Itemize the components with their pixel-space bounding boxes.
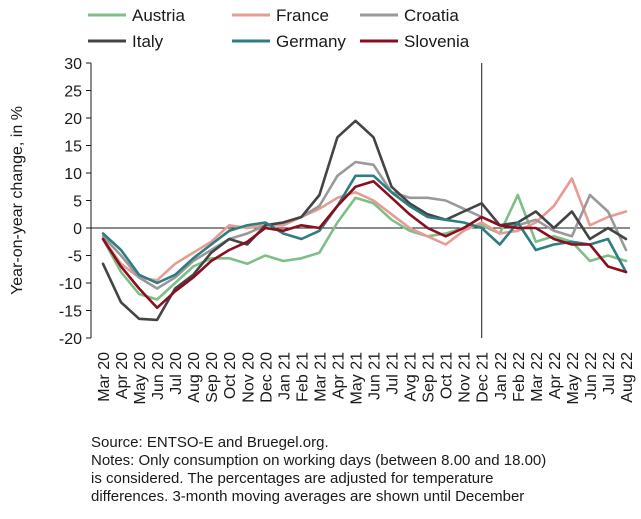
y-tick-label: -15 — [59, 304, 82, 321]
legend-label: Germany — [276, 32, 346, 51]
legend-item-slovenia: Slovenia — [360, 32, 470, 51]
series-line-croatia — [101, 160, 628, 290]
line-chart: Austria France Croatia Italy Germany Slovenia… — [9, 6, 636, 404]
x-tick-label: Feb 22 — [511, 352, 528, 402]
x-tick-label: Mar 22 — [529, 352, 546, 402]
x-tick-label: Jun 20 — [150, 352, 167, 400]
legend-item-germany: Germany — [232, 32, 346, 51]
x-tick-label: Jul 20 — [168, 352, 185, 395]
x-tick-label: Nov 20 — [240, 352, 257, 403]
x-tick-label: Apr 20 — [114, 352, 131, 399]
x-tick-label: Jun 22 — [583, 352, 600, 400]
x-tick-label: May 21 — [348, 352, 365, 405]
x-tick-label: Jul 21 — [385, 352, 402, 395]
x-tick-label: Sep 20 — [204, 352, 221, 403]
x-tick-label: Feb 21 — [294, 352, 311, 402]
x-tick-label: Avg 21 — [403, 352, 420, 402]
y-tick-label: 10 — [64, 166, 82, 183]
chart-notes: Source: ENTSO-E and Bruegel.org. Notes: … — [91, 434, 639, 506]
series-line-slovenia — [101, 180, 628, 310]
legend-label: Croatia — [404, 6, 459, 25]
x-axis: Mar 20 Apr 20 May 20 Jun 20 Jul 20 Aug 20 Sep … — [91, 63, 636, 404]
x-tick-label: Apr 22 — [547, 352, 564, 399]
series-group — [101, 119, 628, 322]
y-axis: -20 -15 -10 -5 0 5 10 15 20 25 30 — [59, 56, 92, 348]
y-tick-label: -5 — [68, 249, 82, 266]
x-tick-label: Mar 20 — [96, 352, 113, 402]
y-tick-label: -20 — [59, 331, 82, 348]
x-tick-label: May 22 — [565, 352, 582, 405]
notes-line-3: differences. 3-month moving averages are… — [91, 488, 525, 505]
y-tick-label: 20 — [64, 111, 82, 128]
x-tick-label: Dec 20 — [258, 352, 275, 403]
legend-label: Austria — [132, 6, 185, 25]
x-tick-label: Nov 21 — [457, 352, 474, 403]
x-tick-label: May 20 — [132, 352, 149, 405]
y-axis-label: Year-on-year change, in % — [9, 106, 26, 295]
x-tick-label: Mar 21 — [312, 352, 329, 402]
legend-label: Slovenia — [404, 32, 470, 51]
x-tick-label: Oct 21 — [439, 352, 456, 399]
legend-item-austria: Austria — [88, 6, 185, 25]
x-tick-label: Sep 21 — [421, 352, 438, 403]
notes-line-2: is considered. The percentages are adjus… — [91, 470, 494, 487]
x-tick-label: Aug 20 — [186, 352, 203, 403]
series-line-germany — [101, 174, 628, 285]
legend-item-france: France — [232, 6, 329, 25]
y-tick-label: 15 — [64, 139, 82, 156]
y-tick-label: 0 — [73, 221, 82, 238]
legend: Austria France Croatia Italy Germany Slovenia — [88, 6, 470, 51]
legend-label: Italy — [132, 32, 164, 51]
x-tick-label: Apr 21 — [330, 352, 347, 399]
legend-item-croatia: Croatia — [360, 6, 459, 25]
series-line-italy — [101, 119, 628, 322]
x-tick-label: Oct 20 — [222, 352, 239, 399]
y-tick-label: 25 — [64, 84, 82, 101]
source-note: Source: ENTSO-E and Bruegel.org. — [91, 434, 329, 451]
x-tick-label: Jan 22 — [493, 352, 510, 400]
x-tick-label: Jan 21 — [276, 352, 293, 400]
series-line-france — [101, 177, 628, 282]
x-tick-label: Jun 21 — [367, 352, 384, 400]
legend-label: France — [276, 6, 329, 25]
y-tick-label: -10 — [59, 276, 82, 293]
x-tick-label: Aug 22 — [619, 352, 636, 403]
series-line-austria — [101, 193, 628, 301]
x-tick-label: Dec 21 — [475, 352, 492, 403]
legend-item-italy: Italy — [88, 32, 164, 51]
x-tick-label: Jul 22 — [601, 352, 618, 395]
notes-line-1: Notes: Only consumption on working days … — [91, 452, 547, 469]
y-tick-label: 5 — [73, 194, 82, 211]
y-tick-label: 30 — [64, 56, 82, 73]
